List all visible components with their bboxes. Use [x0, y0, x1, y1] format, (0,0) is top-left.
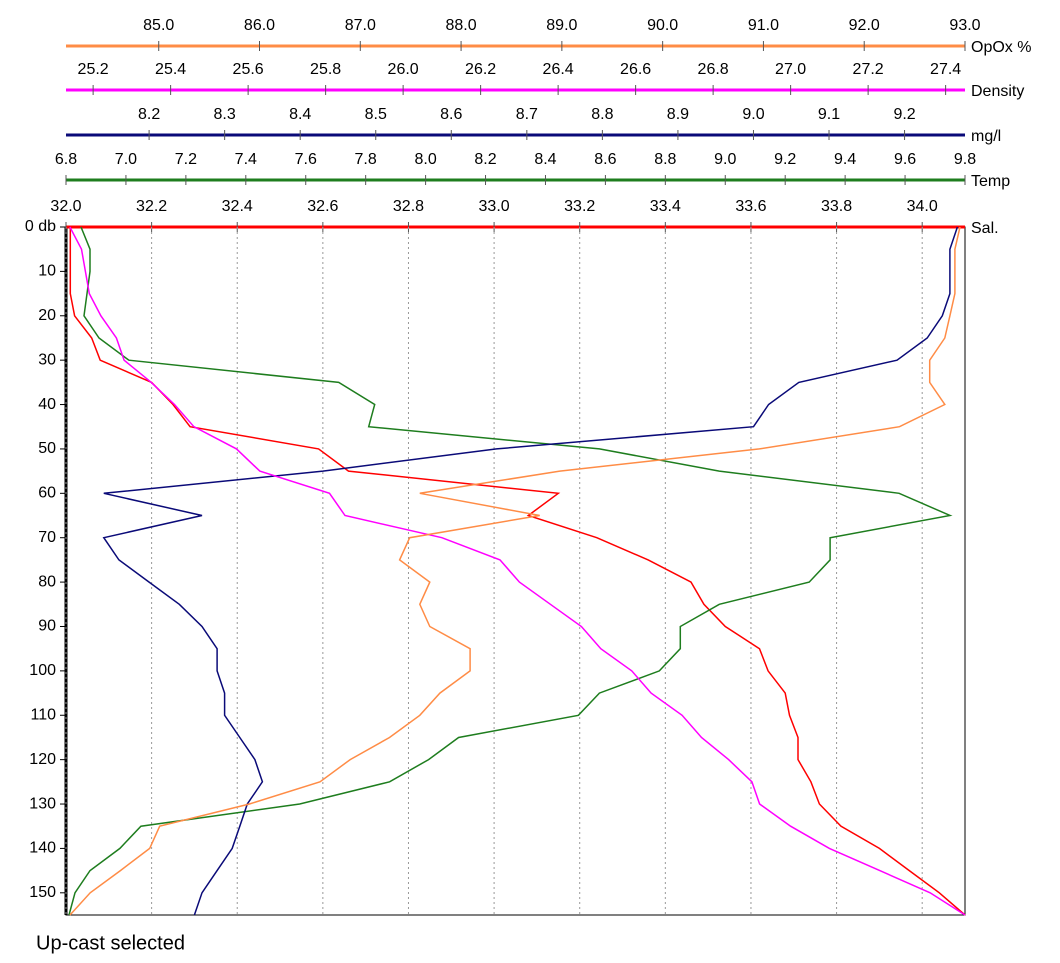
x-tick-label: 8.6: [440, 106, 462, 123]
y-tick-label: 50: [38, 440, 56, 457]
x-tick-label: 8.0: [414, 151, 436, 168]
x-tick-label: 8.2: [138, 106, 160, 123]
x-tick-label: 8.9: [667, 106, 689, 123]
x-axis-name: mg/l: [971, 128, 1001, 145]
x-tick-label: 8.6: [594, 151, 616, 168]
y-tick-label: 130: [29, 795, 56, 812]
x-tick-label: 26.6: [620, 61, 651, 78]
x-tick-label: 26.4: [543, 61, 574, 78]
x-tick-label: 8.5: [365, 106, 387, 123]
x-tick-label: 27.4: [930, 61, 961, 78]
x-tick-label: 9.4: [834, 151, 856, 168]
series-line: [69, 226, 966, 916]
x-tick-label: 26.8: [698, 61, 729, 78]
x-axis-name: Sal.: [971, 220, 999, 237]
x-tick-label: 7.8: [355, 151, 377, 168]
x-tick-label: 87.0: [345, 17, 376, 34]
x-axis-name: Density: [971, 83, 1024, 100]
x-tick-label: 7.0: [115, 151, 137, 168]
x-axis-name: OpOx %: [971, 39, 1031, 56]
x-tick-label: 25.2: [78, 61, 109, 78]
x-tick-label: 33.2: [564, 198, 595, 215]
x-tick-label: 8.4: [289, 106, 311, 123]
x-tick-label: 88.0: [446, 17, 477, 34]
x-tick-label: 8.8: [654, 151, 676, 168]
y-tick-label: 70: [38, 529, 56, 546]
y-tick-label: 110: [30, 706, 56, 723]
x-tick-label: 7.4: [235, 151, 257, 168]
x-tick-label: 32.4: [222, 198, 253, 215]
x-tick-label: 9.8: [954, 151, 976, 168]
x-tick-label: 86.0: [244, 17, 275, 34]
x-tick-label: 27.2: [853, 61, 884, 78]
x-tick-label: 9.2: [774, 151, 796, 168]
x-tick-label: 9.2: [893, 106, 915, 123]
y-tick-label: 40: [38, 396, 56, 413]
x-tick-label: 32.2: [136, 198, 167, 215]
x-tick-label: 25.4: [155, 61, 186, 78]
x-tick-label: 91.0: [748, 17, 779, 34]
x-tick-label: 32.8: [393, 198, 424, 215]
series-line: [102, 226, 959, 916]
y-tick-label: 140: [29, 840, 56, 857]
y-tick-label: 90: [38, 618, 56, 635]
y-tick-label: 0 db: [25, 218, 56, 235]
status-text: Up-cast selected: [36, 932, 185, 954]
y-tick-label: 150: [29, 884, 56, 901]
x-tick-label: 33.4: [650, 198, 681, 215]
x-tick-label: 26.0: [388, 61, 419, 78]
y-tick-label: 80: [38, 573, 56, 590]
plot-frame: [65, 226, 966, 916]
x-axis-name: Temp: [971, 173, 1010, 190]
x-tick-label: 9.6: [894, 151, 916, 168]
x-tick-label: 8.7: [516, 106, 538, 123]
x-tick-label: 25.6: [233, 61, 264, 78]
y-tick-label: 60: [38, 485, 56, 502]
x-tick-label: 7.6: [295, 151, 317, 168]
x-tick-label: 93.0: [949, 17, 980, 34]
x-tick-label: 8.2: [474, 151, 496, 168]
x-tick-label: 9.0: [714, 151, 736, 168]
x-tick-label: 9.0: [742, 106, 764, 123]
y-tick-label: 120: [29, 751, 56, 768]
series-line: [69, 227, 966, 916]
y-tick-label: 100: [29, 662, 56, 679]
x-tick-label: 8.4: [534, 151, 556, 168]
x-tick-label: 8.8: [591, 106, 613, 123]
x-tick-label: 8.3: [214, 106, 236, 123]
x-tick-label: 33.0: [479, 198, 510, 215]
x-tick-label: 33.8: [821, 198, 852, 215]
y-tick-label: 20: [38, 307, 56, 324]
x-tick-label: 32.6: [307, 198, 338, 215]
x-tick-label: 89.0: [546, 17, 577, 34]
x-tick-label: 90.0: [647, 17, 678, 34]
y-tick-label: 10: [38, 263, 56, 280]
x-tick-label: 85.0: [143, 17, 174, 34]
y-tick-label: 30: [38, 351, 56, 368]
x-tick-label: 92.0: [849, 17, 880, 34]
x-tick-label: 6.8: [55, 151, 77, 168]
series-line: [69, 226, 961, 916]
x-tick-label: 9.1: [818, 106, 840, 123]
x-tick-label: 33.6: [735, 198, 766, 215]
x-tick-label: 25.8: [310, 61, 341, 78]
x-tick-label: 27.0: [775, 61, 806, 78]
x-tick-label: 7.2: [175, 151, 197, 168]
series-line: [68, 226, 953, 916]
x-tick-label: 26.2: [465, 61, 496, 78]
x-tick-label: 34.0: [907, 198, 938, 215]
x-tick-label: 32.0: [50, 198, 81, 215]
